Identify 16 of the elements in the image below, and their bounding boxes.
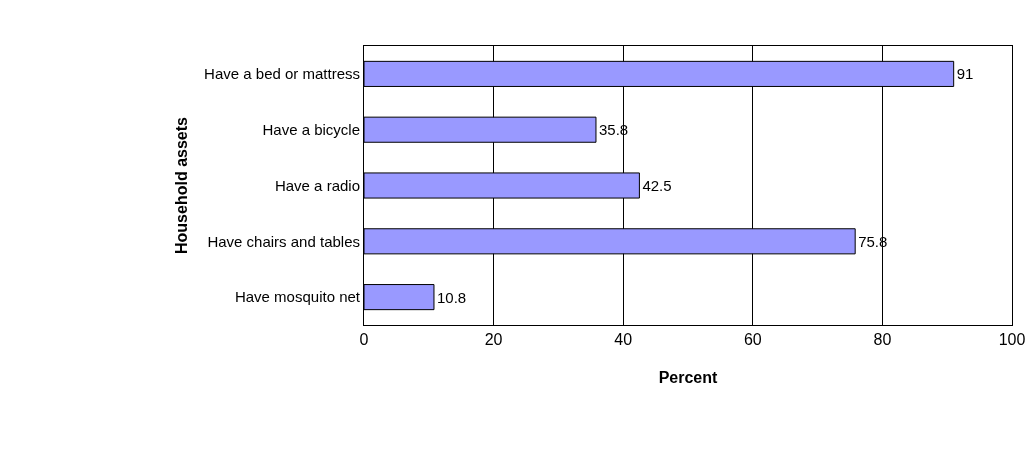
x-tick-label: 80	[873, 331, 892, 349]
y-tick-label: Have chairs and tables	[207, 232, 360, 250]
y-tick-label: Have a bicycle	[262, 120, 360, 138]
x-tick-label: 20	[484, 331, 503, 349]
x-tick-label: 60	[743, 331, 762, 349]
data-label: 42.5	[642, 177, 672, 195]
x-tick-label: 40	[614, 331, 633, 349]
y-tick-label: Have a radio	[274, 176, 360, 194]
x-tick-label: 100	[998, 331, 1026, 349]
data-label: 91	[956, 65, 974, 83]
y-tick-label: Have mosquito net	[234, 288, 361, 306]
x-tick-label: 0	[359, 331, 369, 349]
y-axis-title: Household assets	[172, 116, 190, 254]
data-label: 10.8	[436, 288, 467, 306]
y-tick-label: Have a bed or mattress	[204, 65, 360, 83]
x-axis-title: Percent	[658, 369, 719, 386]
